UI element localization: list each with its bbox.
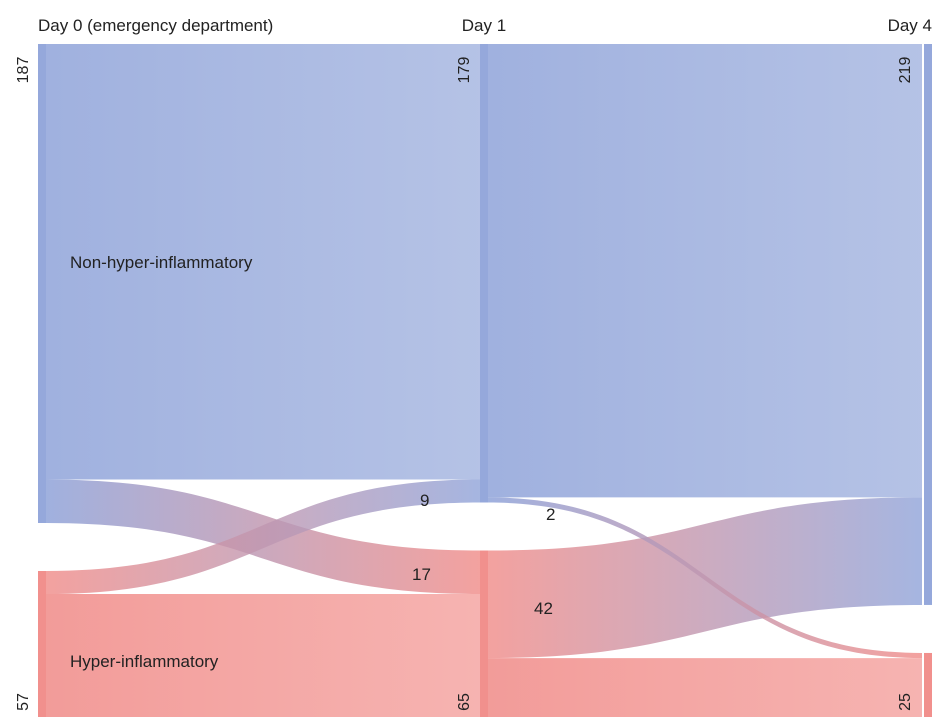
count-day4-hyper: 25 [897,693,914,711]
flow-d0-non-to-d1-non [46,44,480,480]
count-day4-non-hyper: 219 [897,57,914,84]
flow-d1-hyper-to-d4-hyper [488,658,922,717]
flow-label-hyper-to-non-day0: 9 [420,491,429,510]
flow-d1-non-to-d4-non [488,44,922,498]
flow-label-non-to-hyper-day1: 2 [546,505,555,524]
count-day1-non-hyper: 179 [456,57,473,84]
flow-layer [46,44,922,717]
node-day1-non-hyper [480,44,488,503]
stage-title-day1: Day 1 [462,16,506,35]
class-label-non-hyper: Non-hyper-inflammatory [70,253,253,272]
node-day1-hyper [480,550,488,717]
flow-label-non-to-hyper-day0: 17 [412,565,431,584]
node-day4-non-hyper [924,44,932,605]
flow-d0-hyper-to-d1-hyper [46,594,480,717]
node-day4-hyper [924,652,932,717]
count-day0-non-hyper: 187 [15,57,32,84]
flow-d1-non-to-d4-hyper [488,497,922,659]
count-day1-hyper: 65 [456,693,473,711]
count-day0-hyper: 57 [15,693,32,711]
node-day0-non-hyper [38,44,46,523]
stage-title-day0: Day 0 (emergency department) [38,16,273,35]
node-day0-hyper [38,570,46,717]
flow-d0-hyper-to-d1-non [46,479,480,595]
stage-title-day4: Day 4 [888,16,932,35]
class-label-hyper: Hyper-inflammatory [70,652,219,671]
flow-label-hyper-to-non-day1: 42 [534,599,553,618]
node-layer [38,44,932,717]
